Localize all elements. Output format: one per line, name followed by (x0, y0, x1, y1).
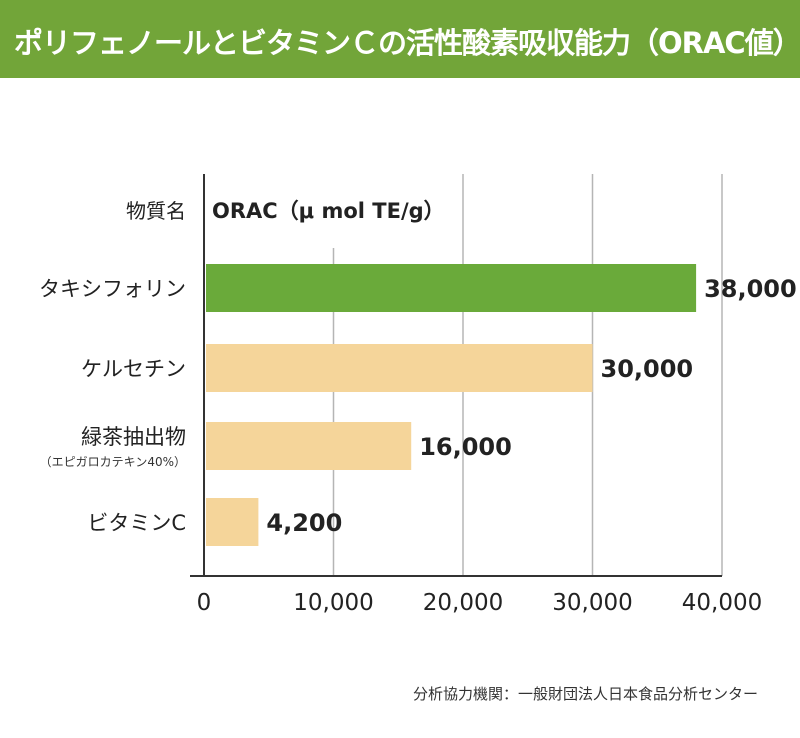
x-tick-label-3: 30,000 (552, 590, 632, 616)
title-banner: ポリフェノールとビタミンＣの活性酸素吸収能力（ORAC値） (0, 0, 800, 78)
bar-1 (206, 344, 593, 392)
bar-0 (206, 264, 697, 312)
category-label-3: ビタミンC (87, 511, 186, 535)
value-header: ORAC（μ mol TE/g） (212, 199, 445, 223)
chart-title: ポリフェノールとビタミンＣの活性酸素吸収能力（ORAC値） (14, 26, 800, 60)
x-tick-label-0: 0 (197, 590, 212, 616)
bar-3 (206, 498, 259, 546)
category-header: 物質名 (126, 199, 186, 223)
x-tick-label-1: 10,000 (293, 590, 373, 616)
value-label-2: 16,000 (419, 433, 512, 461)
x-tick-label-4: 40,000 (682, 590, 762, 616)
value-header-backing (208, 192, 458, 228)
category-label-1: ケルセチン (81, 357, 186, 381)
bar-2 (206, 422, 412, 470)
x-tick-label-2: 20,000 (423, 590, 503, 616)
value-label-3: 4,200 (266, 509, 342, 537)
orac-bar-chart: 物質名 ORAC（μ mol TE/g） タキシフォリン 38,000 ケルセチン 30,… (39, 174, 797, 616)
category-label-0: タキシフォリン (39, 277, 186, 301)
category-sublabel-2: （エピガロカテキン40%） (40, 455, 186, 469)
source-credit: 分析協力機関：一般財団法人日本食品分析センター (412, 685, 758, 703)
value-label-1: 30,000 (601, 355, 694, 383)
category-label-2: 緑茶抽出物 (81, 425, 186, 449)
value-label-0: 38,000 (704, 275, 797, 303)
